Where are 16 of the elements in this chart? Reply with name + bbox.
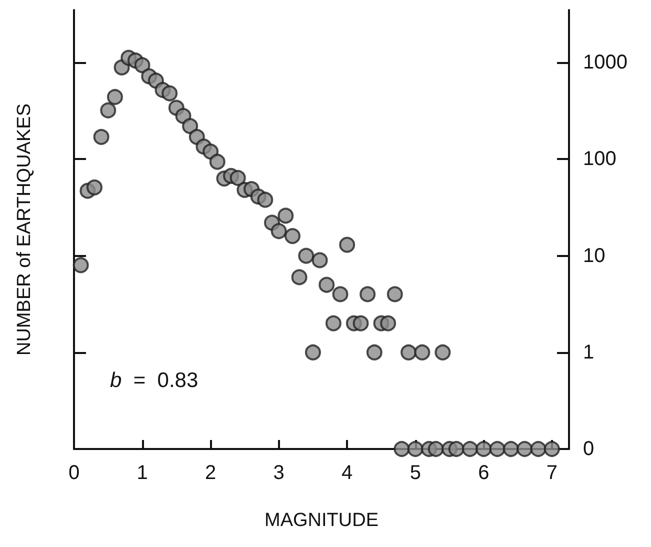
x-tick-label: 4 — [342, 462, 353, 484]
y-tick-label: 100 — [583, 148, 616, 170]
x-tick-label: 1 — [136, 462, 148, 484]
y-tick-label: 1 — [583, 341, 594, 364]
y-tick-label: 1000 — [583, 52, 628, 74]
x-axis-title: MAGNITUDE — [264, 510, 378, 531]
x-tick-label: 0 — [68, 462, 80, 484]
x-tick-label: 6 — [478, 462, 490, 484]
x-tick-label: 7 — [546, 462, 558, 484]
y-tick-label: 10 — [583, 244, 606, 267]
x-tick-label: 2 — [204, 462, 216, 484]
x-tick-label: 3 — [273, 462, 284, 484]
y-axis-title: NUMBER of EARTHQUAKES — [14, 104, 35, 356]
annotation: b = 0.83 — [110, 369, 198, 392]
x-tick-label: 5 — [410, 462, 421, 484]
y-tick-label: 0 — [583, 438, 594, 460]
